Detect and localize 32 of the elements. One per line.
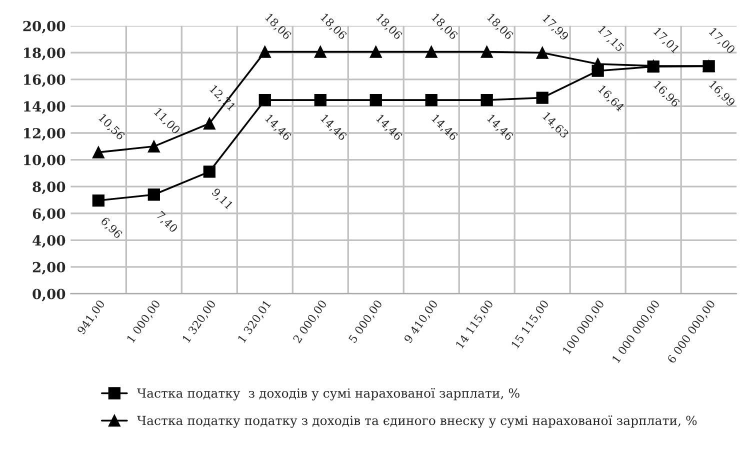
point	[148, 188, 160, 201]
y-tick-label: 20,00	[23, 20, 66, 34]
point	[370, 46, 382, 58]
point	[480, 94, 493, 106]
y-tick-label: 14,00	[24, 101, 66, 114]
point	[480, 46, 493, 58]
y-tick-label: 4,00	[32, 235, 66, 248]
point	[203, 166, 216, 178]
point	[148, 140, 160, 152]
point	[258, 46, 271, 58]
point	[536, 92, 548, 104]
y-tick-label: 8,00	[32, 182, 66, 194]
y-tick-label: 0,00	[32, 288, 66, 302]
y-tick-label: 18,00	[24, 48, 66, 60]
point	[425, 94, 438, 106]
point	[314, 46, 326, 58]
legend-label: Частка податку з доходів у сумі нарахованої зарплати, %	[137, 388, 520, 400]
point	[370, 94, 382, 106]
point	[92, 194, 104, 207]
point	[592, 58, 604, 70]
point	[92, 146, 104, 158]
point	[258, 94, 271, 106]
y-tick-label: 2,00	[32, 262, 66, 275]
point	[314, 94, 326, 106]
point	[536, 46, 548, 59]
y-tick-label: 6,00	[32, 208, 66, 221]
legend-label: Частка податку податку з доходів та єдиного внеску у сумі нарахованої зарплати, %	[137, 415, 697, 428]
y-tick-label: 16,00	[24, 74, 66, 87]
y-tick-label: 12,00	[24, 128, 66, 141]
point	[203, 117, 216, 130]
point	[425, 46, 438, 58]
y-tick-label: 10,00	[24, 154, 66, 168]
